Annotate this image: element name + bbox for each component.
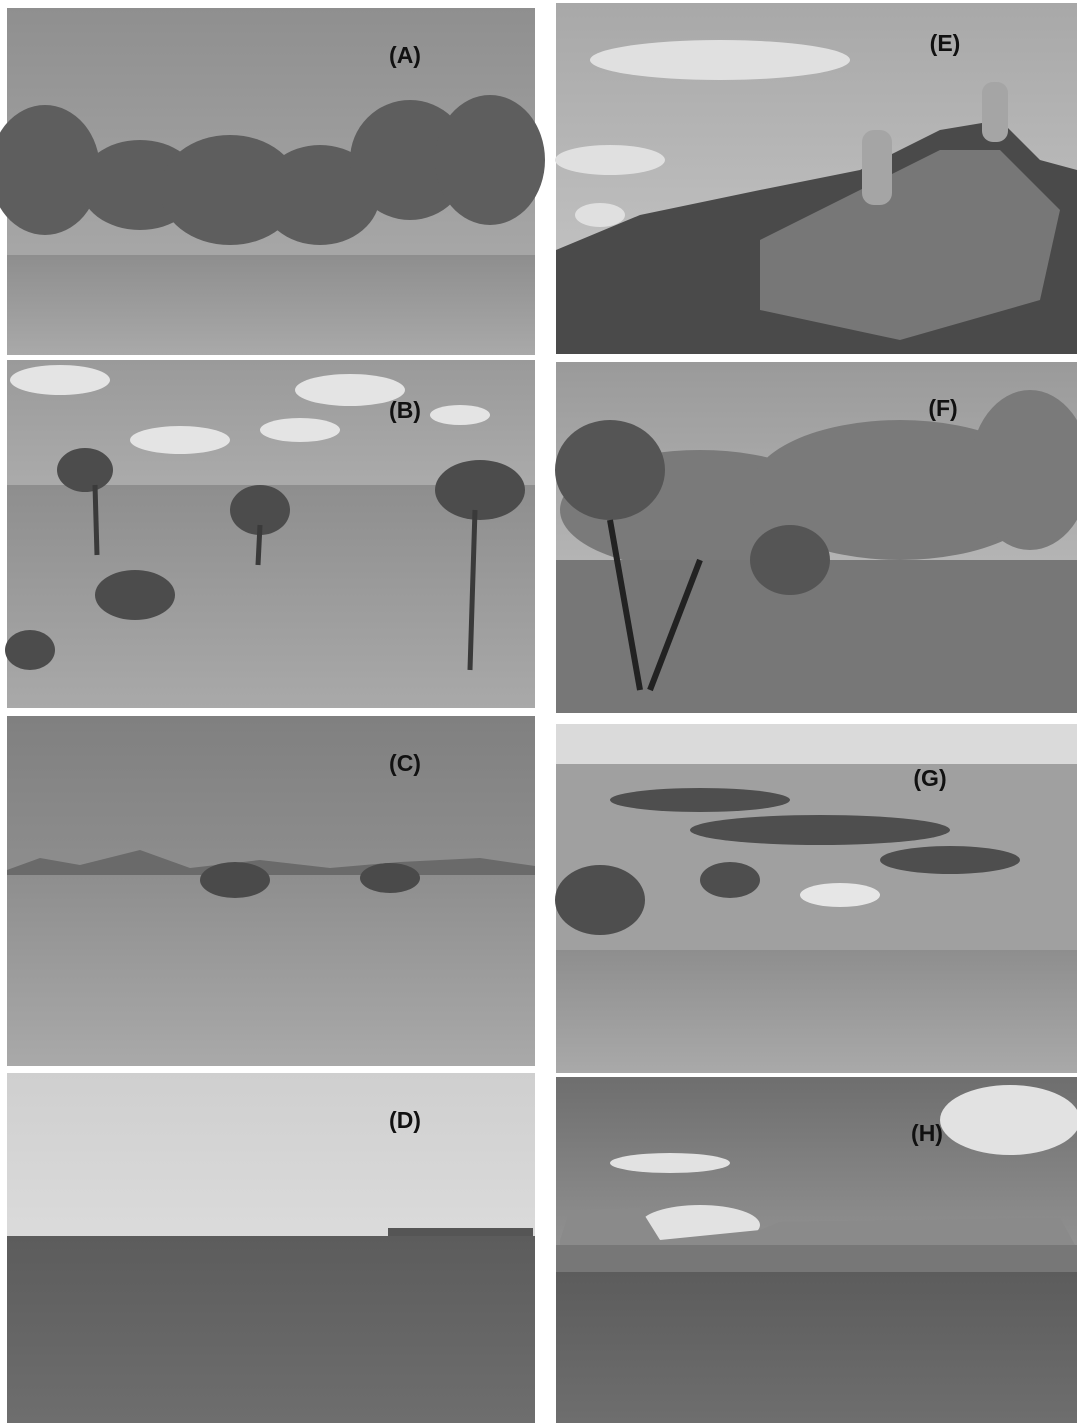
panel-label: (D) (389, 1107, 421, 1133)
panel-label: (C) (389, 750, 421, 776)
panel-label: (G) (913, 765, 946, 791)
panel-label: (F) (928, 395, 957, 421)
photo-c (7, 716, 535, 1066)
page: {"panels": [ {"label": "(A)"}, {"label":… (0, 0, 1077, 1423)
photo-e (555, 3, 1077, 354)
panel-label: (A) (389, 42, 421, 68)
photo-h (556, 1077, 1077, 1423)
photo-a (0, 8, 545, 355)
photo-d (7, 1073, 535, 1423)
panel-label: (E) (930, 30, 961, 56)
photo-f (555, 362, 1077, 713)
photo-g (555, 724, 1077, 1073)
panel-label: (H) (911, 1120, 943, 1146)
panel-label: (B) (389, 397, 421, 423)
photo-grid: (A) (B) (C) (D) (E) (F) (G) (H) (0, 0, 1077, 1423)
photo-b (5, 360, 535, 708)
